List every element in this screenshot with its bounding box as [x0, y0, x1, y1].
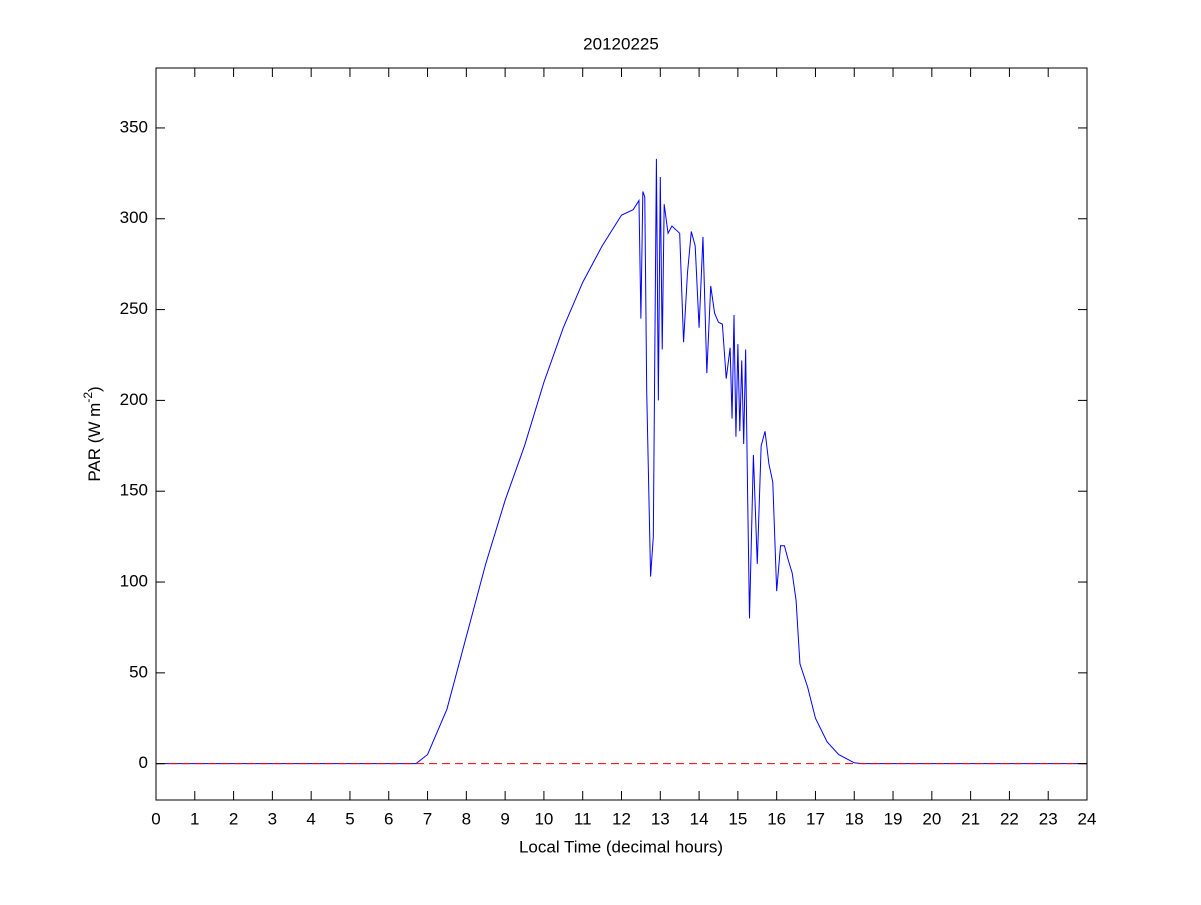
x-tick-label: 0	[151, 809, 160, 828]
x-tick-label: 4	[306, 809, 315, 828]
x-tick-label: 21	[961, 809, 980, 828]
x-tick-label: 3	[268, 809, 277, 828]
y-axis-label: PAR (W m-2)	[81, 386, 104, 481]
x-tick-label: 12	[612, 809, 631, 828]
y-tick-label: 300	[120, 208, 148, 227]
x-tick-label: 7	[423, 809, 432, 828]
x-tick-label: 19	[884, 809, 903, 828]
x-tick-label: 13	[651, 809, 670, 828]
y-tick-label: 250	[120, 299, 148, 318]
x-tick-label: 16	[767, 809, 786, 828]
x-tick-label: 1	[190, 809, 199, 828]
x-tick-label: 15	[728, 809, 747, 828]
x-tick-label: 14	[690, 809, 709, 828]
y-tick-label: 150	[120, 481, 148, 500]
x-tick-label: 11	[574, 809, 592, 828]
y-tick-label: 100	[120, 572, 148, 591]
y-label-sup: -2	[81, 392, 95, 403]
x-tick-label: 8	[462, 809, 471, 828]
y-tick-label: 200	[120, 390, 148, 409]
y-tick-label: 0	[139, 753, 148, 772]
x-tick-label: 20	[922, 809, 941, 828]
data-line	[156, 158, 1087, 765]
x-tick-label: 10	[534, 809, 553, 828]
y-tick-label: 50	[129, 662, 148, 681]
x-tick-label: 6	[384, 809, 393, 828]
x-tick-label: 23	[1039, 809, 1058, 828]
x-tick-label: 2	[229, 809, 238, 828]
x-tick-label: 24	[1078, 809, 1097, 828]
y-tick-label: 350	[120, 117, 148, 136]
x-tick-label: 18	[845, 809, 864, 828]
x-tick-label: 9	[500, 809, 509, 828]
chart-title: 20120225	[583, 34, 659, 53]
y-label-suffix: )	[85, 386, 104, 392]
x-tick-label: 17	[806, 809, 825, 828]
x-axis-label: Local Time (decimal hours)	[519, 837, 723, 856]
y-label-text: PAR (W m	[85, 403, 104, 482]
x-tick-label: 5	[345, 809, 354, 828]
x-tick-label: 22	[1000, 809, 1019, 828]
